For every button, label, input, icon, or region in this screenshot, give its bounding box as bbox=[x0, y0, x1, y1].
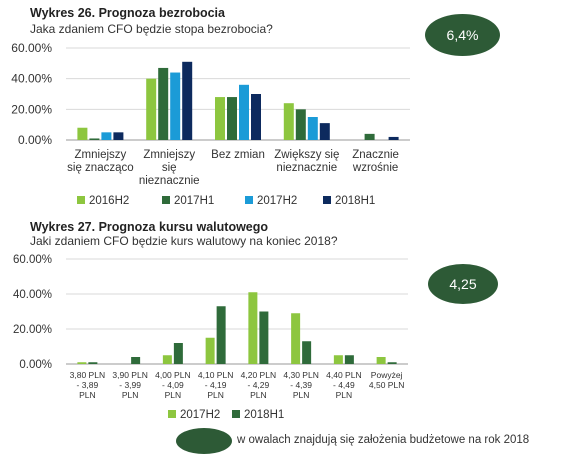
chart1-bar-2018H1 bbox=[182, 61, 193, 140]
chart2-legend-swatch bbox=[168, 410, 176, 418]
chart2-category-label: 4,40 PLN bbox=[326, 370, 361, 380]
chart1-title: Wykres 26. Prognoza bezrobocia bbox=[30, 6, 225, 20]
chart1-bar-2017H1 bbox=[158, 67, 169, 140]
chart2-bar-2018H1 bbox=[131, 357, 141, 364]
chart2-bar-2018H1 bbox=[88, 362, 98, 364]
chart1-legend-swatch bbox=[323, 196, 331, 204]
chart2-category-label: Powyżej bbox=[371, 370, 403, 380]
chart1-category-label: Znacznie bbox=[352, 149, 399, 161]
chart1-y-tick-label: 0.00% bbox=[18, 133, 52, 147]
chart1-bar-2017H2 bbox=[170, 72, 181, 140]
chart2-category-label: 4,20 PLN bbox=[241, 370, 276, 380]
chart2-legend-swatch bbox=[232, 410, 240, 418]
chart1-bar-2016H2 bbox=[77, 127, 88, 140]
chart2-category-label: 3,80 PLN bbox=[70, 370, 105, 380]
chart1-bar-2016H2 bbox=[146, 78, 157, 140]
chart1-category-label: nieznacznie bbox=[139, 175, 200, 187]
chart1-bar-2018H1 bbox=[113, 132, 124, 140]
chart1-legend-swatch bbox=[162, 196, 170, 204]
chart2-category-label: - 3,99 bbox=[119, 380, 141, 390]
chart1-bar-2018H1 bbox=[388, 136, 399, 140]
chart2-bar-2017H2 bbox=[77, 362, 87, 364]
chart2-bar-2018H1 bbox=[216, 306, 226, 364]
chart1-oval-value: 6,4% bbox=[446, 27, 479, 43]
chart1-legend-swatch bbox=[77, 196, 85, 204]
chart2-category-label: 4,10 PLN bbox=[198, 370, 233, 380]
chart2-bar-2017H2 bbox=[291, 313, 301, 364]
chart1-bar-2017H1 bbox=[89, 138, 100, 140]
chart1-y-tick-label: 20.00% bbox=[11, 102, 52, 116]
chart1-legend-swatch bbox=[245, 196, 253, 204]
chart2-category-label: 4,50 PLN bbox=[369, 380, 404, 390]
chart1-bar-2017H1 bbox=[364, 133, 375, 140]
chart2-bar-2017H2 bbox=[376, 357, 386, 364]
footnote-text: w owalach znajdują się założenia budżeto… bbox=[237, 434, 530, 446]
chart1-category-label: Zwiększy się bbox=[274, 149, 339, 161]
chart2-category-label: - 4,09 bbox=[162, 380, 184, 390]
chart1-y-tick-label: 40.00% bbox=[11, 72, 52, 86]
chart1-bar-2018H1 bbox=[319, 123, 330, 140]
chart1-category-label: Bez zmian bbox=[211, 149, 265, 161]
chart1-y-tick-label: 60.00% bbox=[11, 41, 52, 55]
chart2-category-label: - 3,89 bbox=[77, 380, 99, 390]
chart1-category-label: Zmniejszy bbox=[75, 149, 127, 161]
chart1-bar-2017H1 bbox=[295, 109, 306, 140]
chart1-bar-2017H2 bbox=[101, 132, 112, 140]
chart1-category-label: się znacząco bbox=[67, 162, 133, 174]
chart2-category-label: PLN bbox=[207, 390, 224, 400]
chart1-budget-oval: 6,4% bbox=[425, 14, 500, 56]
chart1-category-label: się bbox=[162, 162, 177, 174]
footnote-oval-marker bbox=[176, 428, 232, 454]
chart1-subtitle: Jaka zdaniem CFO będzie stopa bezrobocia… bbox=[30, 22, 273, 36]
chart1-legend-label: 2018H1 bbox=[335, 195, 375, 207]
chart2-oval-value: 4,25 bbox=[449, 276, 477, 292]
chart1-bar-2016H2 bbox=[283, 103, 294, 140]
chart2-bar-2017H2 bbox=[162, 355, 172, 364]
chart2-category-label: - 4,39 bbox=[290, 380, 312, 390]
chart1-bar-2016H2 bbox=[215, 97, 225, 140]
chart2-category-label: - 4,29 bbox=[248, 380, 270, 390]
chart2-category-label: PLN bbox=[79, 390, 96, 400]
chart2-legend-label: 2018H1 bbox=[244, 409, 284, 421]
chart1-bar-2017H2 bbox=[239, 84, 249, 140]
chart2-y-tick-label: 40.00% bbox=[13, 289, 52, 301]
chart2-subtitle: Jaki zdaniem CFO będzie kurs walutowy na… bbox=[30, 234, 338, 248]
chart2-bar-2017H2 bbox=[248, 292, 258, 364]
chart2-budget-oval: 4,25 bbox=[428, 264, 498, 304]
chart2-category-label: 4,30 PLN bbox=[283, 370, 318, 380]
chart2-y-tick-label: 60.00% bbox=[13, 254, 52, 266]
chart2-y-tick-label: 20.00% bbox=[13, 324, 52, 336]
chart2-category-label: PLN bbox=[250, 390, 267, 400]
chart2-bar-2018H1 bbox=[344, 355, 354, 364]
chart2-category-label: - 4,49 bbox=[333, 380, 355, 390]
chart2-category-label: 3,90 PLN bbox=[112, 370, 147, 380]
chart2-category-label: PLN bbox=[122, 390, 139, 400]
chart2-y-tick-label: 0.00% bbox=[19, 359, 52, 371]
chart2-bar-2018H1 bbox=[387, 362, 397, 364]
chart2-category-label: - 4,19 bbox=[205, 380, 227, 390]
chart2-category-label: PLN bbox=[165, 390, 182, 400]
chart2-bar-2017H2 bbox=[205, 337, 215, 364]
chart2-category-label: PLN bbox=[293, 390, 310, 400]
chart1-legend-label: 2017H2 bbox=[257, 195, 297, 207]
chart2-bar-2018H1 bbox=[259, 311, 269, 364]
chart2-category-label: PLN bbox=[336, 390, 353, 400]
chart1-bar-2017H1 bbox=[227, 97, 237, 140]
chart2-title: Wykres 27. Prognoza kursu walutowego bbox=[30, 220, 269, 234]
chart1-bar-2018H1 bbox=[251, 94, 261, 140]
chart2-category-label: 4,00 PLN bbox=[155, 370, 190, 380]
chart1-legend-label: 2016H2 bbox=[89, 195, 129, 207]
chart1-legend-label: 2017H1 bbox=[174, 195, 214, 207]
chart1-bar-2017H2 bbox=[307, 117, 318, 140]
chart2-bar-2018H1 bbox=[173, 343, 183, 364]
chart1-category-label: Zmniejszy bbox=[143, 149, 195, 161]
chart1-category-label: wzrośnie bbox=[352, 162, 398, 174]
chart1-category-label: nieznacznie bbox=[276, 162, 337, 174]
chart2-legend-label: 2017H2 bbox=[180, 409, 220, 421]
chart2-bar-2017H2 bbox=[333, 355, 343, 364]
chart2-bar-2018H1 bbox=[302, 341, 312, 364]
